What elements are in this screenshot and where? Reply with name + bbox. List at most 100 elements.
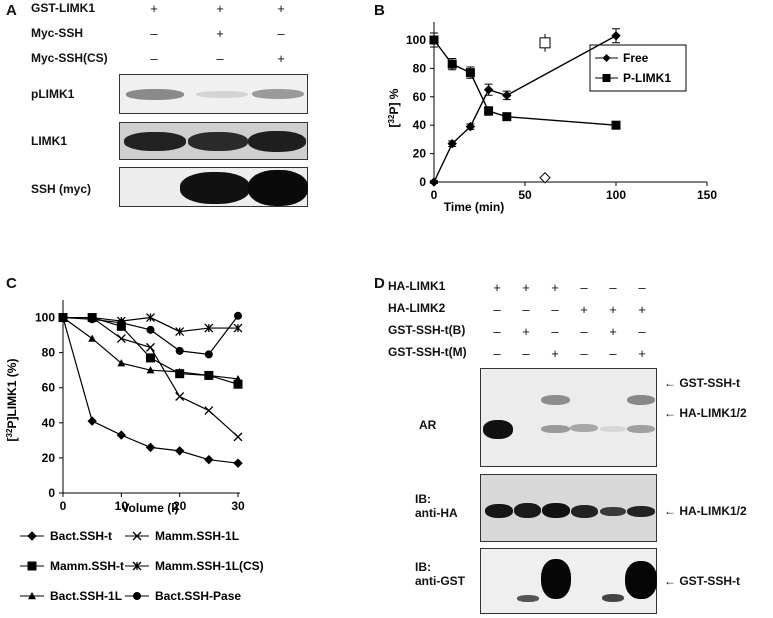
data-point-star bbox=[146, 313, 155, 323]
panel-a-blot-label: pLIMK1 bbox=[31, 87, 75, 101]
panel-d-sign: + bbox=[580, 302, 588, 317]
panel-d-sign: + bbox=[551, 280, 559, 295]
panel-a-sign: + bbox=[150, 1, 158, 16]
panel-d-sign: – bbox=[638, 280, 646, 295]
annotation-marker-open-diamond bbox=[539, 172, 551, 184]
data-point-square bbox=[146, 353, 155, 363]
ylabel-sup: 32 bbox=[387, 114, 396, 123]
arrow-label: ← HA-LIMK1/2 bbox=[664, 504, 747, 518]
blot-band bbox=[602, 594, 624, 602]
panel-d-blot-label: IB: anti-HA bbox=[415, 492, 458, 520]
arrow-label: ← HA-LIMK1/2 bbox=[664, 406, 747, 420]
blot-band bbox=[627, 395, 655, 405]
data-point-x bbox=[116, 334, 126, 344]
data-point-x bbox=[233, 432, 243, 442]
panel-c-chart: Volume (l) [32P]LIMK1 (%) 0 10 20 30 0 20 40 60… bbox=[5, 300, 245, 515]
blot-band bbox=[541, 395, 570, 405]
anti-ha-blot bbox=[480, 474, 657, 542]
y-tick-label: 100 bbox=[35, 311, 55, 325]
panel-c-xlabel: Volume (l) bbox=[121, 501, 178, 515]
data-point-circle bbox=[59, 313, 67, 322]
data-point-triangle bbox=[234, 374, 242, 383]
blot-band bbox=[541, 559, 571, 599]
data-point-triangle bbox=[146, 366, 155, 374]
data-point-diamond bbox=[611, 31, 621, 41]
y-tick-label: 0 bbox=[419, 175, 426, 189]
panel-a-sign: – bbox=[150, 26, 158, 41]
blot-band bbox=[248, 131, 306, 152]
legend-marker-square bbox=[602, 74, 611, 82]
data-point-diamond bbox=[447, 138, 457, 149]
data-point-star bbox=[175, 327, 185, 337]
legend-marker-circle bbox=[133, 592, 141, 600]
ylabel-rest: P] % bbox=[387, 88, 401, 114]
panel-c-label: C bbox=[6, 275, 17, 292]
legend-label: Bact.SSH-Pase bbox=[155, 589, 241, 603]
panel-b-chart: Time (min) [32P] % Free P-LIMK1 0 50 100 15… bbox=[387, 22, 717, 214]
panel-d-sign: + bbox=[522, 324, 530, 339]
panel-b-xlabel: Time (min) bbox=[444, 200, 504, 214]
panel-d-row-label: GST-SSH-t(B) bbox=[388, 323, 466, 337]
legend-label: Bact.SSH-t bbox=[50, 529, 112, 543]
blot-band bbox=[124, 132, 186, 151]
panel-d-sign: – bbox=[609, 346, 617, 361]
ylabel-open: [ bbox=[387, 123, 401, 127]
panel-d-sign: – bbox=[580, 324, 588, 339]
data-point-circle bbox=[88, 315, 97, 324]
panel-d-sign: + bbox=[609, 324, 617, 339]
legend-marker-diamond bbox=[602, 54, 611, 62]
x-tick-label: 150 bbox=[697, 188, 717, 202]
blot-band bbox=[483, 420, 513, 439]
data-point-star bbox=[233, 323, 243, 333]
panel-d-sign: – bbox=[493, 346, 501, 361]
panel-d-sign: – bbox=[522, 346, 530, 361]
panel-d-blot-label: AR bbox=[419, 418, 437, 432]
panel-a-row-label: Myc-SSH bbox=[31, 26, 84, 40]
data-point-x bbox=[146, 342, 155, 352]
blot-band bbox=[541, 425, 570, 433]
panel-d-sign: + bbox=[638, 346, 646, 361]
data-point-circle bbox=[204, 350, 213, 359]
legend-label: P-LIMK1 bbox=[623, 71, 671, 85]
blot-band bbox=[517, 595, 539, 602]
y-tick-label: 60 bbox=[413, 90, 427, 104]
panel-a-row-label: Myc-SSH(CS) bbox=[31, 51, 108, 65]
y-tick-label: 40 bbox=[413, 118, 427, 132]
arrow-text: HA-LIMK1/2 bbox=[679, 406, 747, 420]
panel-d-sign: – bbox=[580, 346, 588, 361]
arrow-label: ← GST-SSH-t bbox=[664, 376, 741, 390]
arrow-text: HA-LIMK1/2 bbox=[679, 504, 747, 518]
series-line bbox=[62, 317, 239, 464]
series-line-free bbox=[433, 35, 617, 183]
panel-b-label: B bbox=[374, 2, 385, 19]
panel-d-row-label: HA-LIMK1 bbox=[388, 279, 446, 293]
legend-label: Bact.SSH-1L bbox=[50, 589, 122, 603]
panel-a-sign: – bbox=[216, 51, 224, 66]
panel-a-sign: + bbox=[216, 26, 224, 41]
panel-a-sign: + bbox=[216, 1, 224, 16]
panel-b-legend: Free P-LIMK1 bbox=[589, 44, 687, 92]
blot-band bbox=[627, 425, 655, 433]
blot-band bbox=[542, 503, 570, 518]
panel-d-sign: + bbox=[638, 302, 646, 317]
y-tick-label: 40 bbox=[42, 416, 56, 430]
data-point-diamond bbox=[429, 177, 439, 187]
data-point-diamond bbox=[483, 84, 494, 95]
arrow-text: GST-SSH-t bbox=[679, 574, 741, 588]
legend-marker-triangle bbox=[28, 592, 36, 600]
y-tick-label: 80 bbox=[413, 61, 427, 75]
blot-band bbox=[571, 505, 598, 518]
y-tick-label: 80 bbox=[42, 346, 56, 360]
blot-band bbox=[625, 561, 657, 599]
SSH-myc-blot bbox=[119, 167, 308, 207]
panel-d-sign: – bbox=[580, 280, 588, 295]
panel-d-sign: + bbox=[493, 280, 501, 295]
panel-b-ylabel: [32P] % bbox=[387, 88, 402, 127]
blot-band bbox=[627, 506, 655, 517]
x-tick-label: 0 bbox=[431, 188, 438, 202]
data-point-square bbox=[611, 120, 621, 130]
data-point-triangle bbox=[204, 371, 213, 379]
x-tick-label: 50 bbox=[518, 188, 532, 202]
blot-band bbox=[514, 503, 541, 518]
data-point-diamond bbox=[502, 90, 512, 101]
